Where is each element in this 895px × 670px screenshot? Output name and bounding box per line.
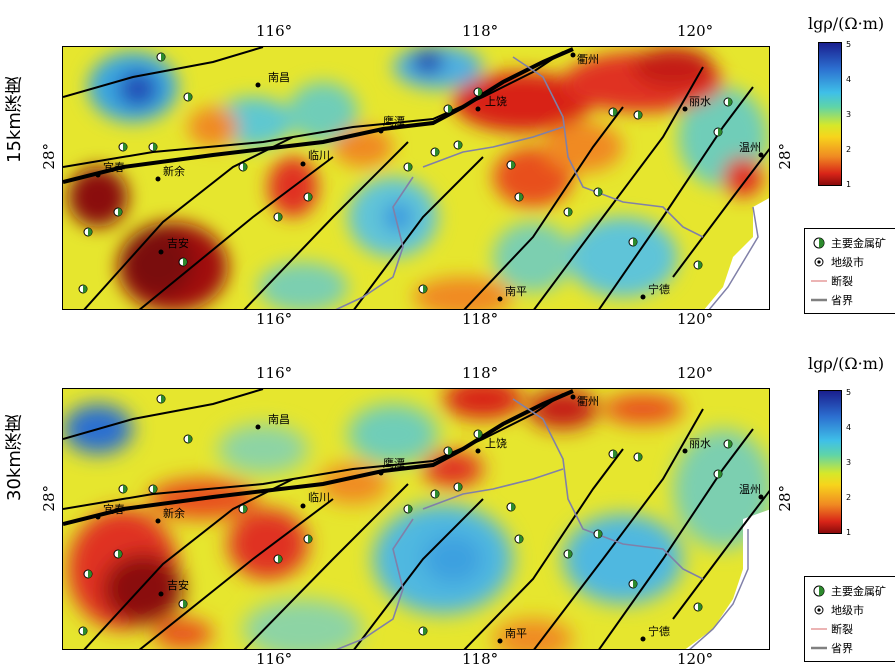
colorbar-tick: 3 — [846, 458, 852, 467]
city-nanping: 南平 — [505, 627, 527, 640]
fault-lines — [63, 389, 769, 649]
colorbar-tick: 1 — [846, 528, 852, 537]
city-yingtan: 鹰潭 — [383, 115, 405, 128]
legend: 主要金属矿 地级市 断裂 省界 — [804, 576, 895, 662]
city-dots — [95, 52, 764, 302]
fault-lines — [63, 47, 769, 309]
lon-tick-top-118: 118° — [462, 22, 499, 40]
fault-line-icon — [811, 628, 827, 630]
city-yingtan: 鹰潭 — [383, 457, 405, 470]
city-lishui: 丽水 — [689, 437, 711, 450]
city-jian: 吉安 — [167, 579, 189, 592]
lon-tick-bottom-116: 116° — [256, 310, 293, 328]
city-dot-icon — [814, 605, 824, 615]
city-jian: 吉安 — [167, 237, 189, 250]
depth-label: 15km深度 — [4, 76, 25, 164]
half-filled-circle-icon — [813, 237, 825, 249]
city-quzhou: 衢州 — [577, 53, 599, 66]
lon-tick-bottom-116: 116° — [256, 650, 293, 668]
city-yichun: 宜春 — [103, 503, 125, 516]
province-borders — [335, 398, 704, 649]
colorbar — [818, 42, 842, 186]
resistivity-map-graphic — [63, 47, 769, 309]
lon-tick-top-118: 118° — [462, 364, 499, 382]
lon-tick-top-116: 116° — [256, 364, 293, 382]
lon-tick-bottom-118: 118° — [462, 310, 499, 328]
lon-tick-top-120: 120° — [677, 364, 714, 382]
lat-tick-left-28: 28° — [40, 485, 58, 512]
province-border-icon — [811, 646, 827, 650]
colorbar-tick: 4 — [846, 423, 852, 432]
legend-item-city: 地级市 — [811, 254, 864, 270]
city-wenzhou: 温州 — [739, 141, 761, 154]
colorbar-tick: 4 — [846, 75, 852, 84]
legend-item-city: 地级市 — [811, 602, 864, 618]
city-dot-icon — [814, 257, 824, 267]
legend-item-border: 省界 — [811, 292, 853, 308]
legend-item-border: 省界 — [811, 640, 853, 656]
resistivity-map: 南昌 上饶 衢州 丽水 鹰潭 宜春 新余 临川 温州 吉安 南平 宁德 — [62, 388, 770, 650]
city-shangrao: 上饶 — [485, 437, 507, 450]
deposit-markers — [78, 52, 733, 294]
colorbar-title: lgρ/(Ω·m) — [808, 14, 885, 33]
lon-tick-bottom-118: 118° — [462, 650, 499, 668]
city-linchuan: 临川 — [308, 491, 330, 504]
deposit-markers — [78, 394, 733, 636]
lat-tick-left-28: 28° — [40, 143, 58, 170]
colorbar-tick: 5 — [846, 40, 852, 49]
city-wenzhou: 温州 — [739, 483, 761, 496]
city-shangrao: 上饶 — [485, 95, 507, 108]
colorbar-tick: 1 — [846, 180, 852, 189]
legend-item-fault: 断裂 — [811, 621, 853, 637]
province-borders — [335, 56, 704, 309]
fault-line-icon — [811, 280, 827, 282]
resistivity-map: 南昌 上饶 衢州 丽水 鹰潭 宜春 新余 临川 温州 吉安 南平 宁德 — [62, 46, 770, 310]
city-ningde: 宁德 — [648, 625, 670, 638]
major-fault — [63, 47, 574, 184]
lat-tick-right-28: 28° — [776, 143, 794, 170]
colorbar-tick: 2 — [846, 145, 852, 154]
colorbar-tick: 5 — [846, 388, 852, 397]
legend: 主要金属矿 地级市 断裂 省界 — [804, 228, 895, 314]
city-yichun: 宜春 — [103, 161, 125, 174]
lat-tick-right-28: 28° — [776, 485, 794, 512]
major-fault — [63, 389, 574, 526]
city-xinyu: 新余 — [163, 507, 185, 520]
colorbar-title: lgρ/(Ω·m) — [808, 354, 885, 373]
lon-tick-top-120: 120° — [677, 22, 714, 40]
depth-label: 30km深度 — [4, 414, 25, 502]
colorbar-tick: 2 — [846, 493, 852, 502]
city-xinyu: 新余 — [163, 165, 185, 178]
colorbar-tick: 3 — [846, 110, 852, 119]
city-nanping: 南平 — [505, 285, 527, 298]
half-filled-circle-icon — [813, 585, 825, 597]
lon-tick-top-116: 116° — [256, 22, 293, 40]
city-quzhou: 衢州 — [577, 395, 599, 408]
legend-item-fault: 断裂 — [811, 273, 853, 289]
city-ningde: 宁德 — [648, 283, 670, 296]
city-linchuan: 临川 — [308, 149, 330, 162]
city-nanchang: 南昌 — [268, 71, 290, 84]
colorbar — [818, 390, 842, 534]
province-border-icon — [811, 298, 827, 302]
map-panel-30km: 30km深度 116° 118° 120° 116° 118° 120° 28°… — [0, 338, 895, 670]
resistivity-map-graphic — [63, 389, 769, 649]
city-lishui: 丽水 — [689, 95, 711, 108]
lon-tick-bottom-120: 120° — [677, 650, 714, 668]
legend-item-deposit: 主要金属矿 — [811, 583, 886, 599]
map-panel-15km: 15km深度 116° 118° 120° 116° 118° 120° 28°… — [0, 0, 895, 330]
lon-tick-bottom-120: 120° — [677, 310, 714, 328]
city-nanchang: 南昌 — [268, 413, 290, 426]
legend-item-deposit: 主要金属矿 — [811, 235, 886, 251]
city-dots — [95, 394, 764, 644]
